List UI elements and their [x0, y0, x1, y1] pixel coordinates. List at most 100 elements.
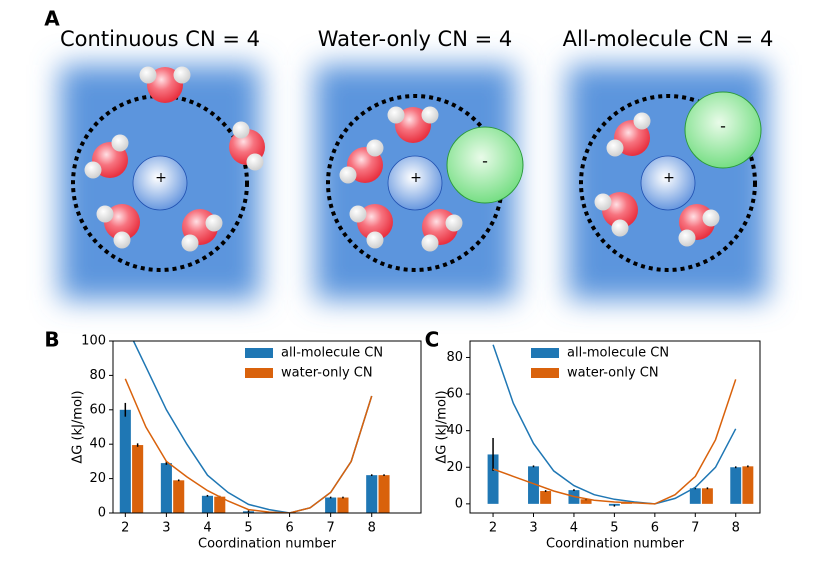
x-tick-label: 8: [368, 521, 376, 536]
hydrogen: [111, 134, 129, 152]
axes-frame: [469, 340, 761, 514]
y-tick-label: 80: [89, 368, 106, 383]
curve: [124, 378, 373, 513]
y-tick-label: 60: [446, 387, 463, 402]
y-tick-label: 60: [89, 402, 106, 417]
y-tick-label: 80: [446, 350, 463, 365]
x-tick-label: 5: [244, 521, 252, 536]
hydrogen: [84, 161, 102, 179]
legend-label: all-molecule CN: [281, 346, 383, 361]
x-tick-label: 7: [691, 521, 699, 536]
bar: [621, 502, 632, 504]
bar: [487, 454, 499, 504]
bar: [742, 466, 754, 504]
x-tick-label: 2: [489, 521, 497, 536]
hydrogen: [366, 139, 384, 157]
hydrogen: [702, 209, 720, 227]
hydrogen: [349, 205, 367, 223]
hydrogen: [421, 234, 439, 252]
plot-area: [119, 341, 390, 513]
bar: [160, 463, 172, 513]
hydrogen: [205, 214, 223, 232]
x-tick-label: 3: [162, 521, 170, 536]
panel-title: Continuous CN = 4: [60, 27, 260, 51]
bar: [119, 409, 131, 513]
panel-title: All-molecule CN = 4: [563, 27, 774, 51]
cation: [132, 155, 188, 211]
bar: [689, 488, 701, 504]
y-axis-label: ΔG (kJ/mol): [71, 390, 86, 463]
x-axis-label: Coordination number: [198, 537, 337, 552]
x-tick-label: 3: [529, 521, 537, 536]
bar: [173, 480, 185, 513]
hydrogen: [232, 121, 250, 139]
plot-area: [487, 344, 754, 507]
cation: [387, 155, 443, 211]
y-tick-label: 40: [446, 423, 463, 438]
bar: [337, 497, 349, 513]
shell: [579, 94, 757, 272]
anion: [684, 91, 762, 169]
hydrogen: [421, 106, 439, 124]
hydrogen: [113, 231, 131, 249]
hydrogen: [139, 66, 157, 84]
curve: [492, 344, 737, 505]
hydrogen: [246, 153, 264, 171]
cation-sign: +: [410, 170, 422, 186]
hydrogen: [445, 214, 463, 232]
panel-label: A: [44, 7, 60, 31]
legend-swatch: [245, 348, 273, 358]
bar: [540, 491, 552, 504]
hydrogen: [633, 112, 651, 130]
hydrogen: [678, 229, 696, 247]
bar: [378, 475, 390, 513]
bar: [528, 466, 539, 504]
cation: [640, 155, 696, 211]
anion-sign: -: [482, 152, 488, 171]
anion-sign: -: [720, 117, 726, 136]
bar: [214, 496, 226, 513]
legend-label: all-molecule CN: [567, 346, 669, 361]
bar: [325, 497, 337, 513]
bar: [366, 475, 378, 513]
hydrogen: [387, 106, 405, 124]
x-tick-label: 2: [121, 521, 129, 536]
x-tick-label: 6: [651, 521, 659, 536]
panel-label: C: [425, 328, 440, 352]
bar: [201, 495, 213, 513]
hydrogen: [606, 139, 624, 157]
hydrogen: [96, 205, 114, 223]
diagram: Continuous CN = 4 + Water-only CN = 4 + - All…: [60, 27, 773, 300]
y-tick-label: 0: [98, 506, 106, 521]
cation-sign: +: [155, 170, 167, 186]
x-tick-label: 7: [327, 521, 335, 536]
hydrogen: [611, 219, 629, 237]
hydrogen: [339, 166, 357, 184]
axes-frame: [112, 340, 422, 514]
x-tick-label: 5: [610, 521, 618, 536]
x-tick-label: 4: [570, 521, 578, 536]
y-axis-label: ΔG (kJ/mol): [435, 390, 450, 463]
bar: [730, 467, 742, 504]
y-tick-label: 20: [446, 460, 463, 475]
y-tick-label: 100: [81, 334, 106, 349]
legend-label: water-only CN: [281, 366, 373, 381]
x-tick-label: 8: [732, 521, 740, 536]
y-tick-label: 0: [455, 496, 463, 511]
y-tick-label: 40: [89, 437, 106, 452]
legend-swatch: [245, 368, 273, 378]
x-axis-label: Coordination number: [546, 537, 685, 552]
panel-title: Water-only CN = 4: [318, 27, 512, 51]
bar: [580, 499, 592, 504]
legend-swatch: [531, 368, 559, 378]
hydrogen: [181, 234, 199, 252]
cation-sign: +: [663, 170, 675, 186]
bar: [132, 445, 144, 513]
legend-swatch: [531, 348, 559, 358]
hydrogen: [366, 231, 384, 249]
y-tick-label: 20: [89, 471, 106, 486]
x-tick-label: 4: [203, 521, 211, 536]
panel-label: B: [44, 328, 59, 352]
bar: [701, 488, 713, 504]
